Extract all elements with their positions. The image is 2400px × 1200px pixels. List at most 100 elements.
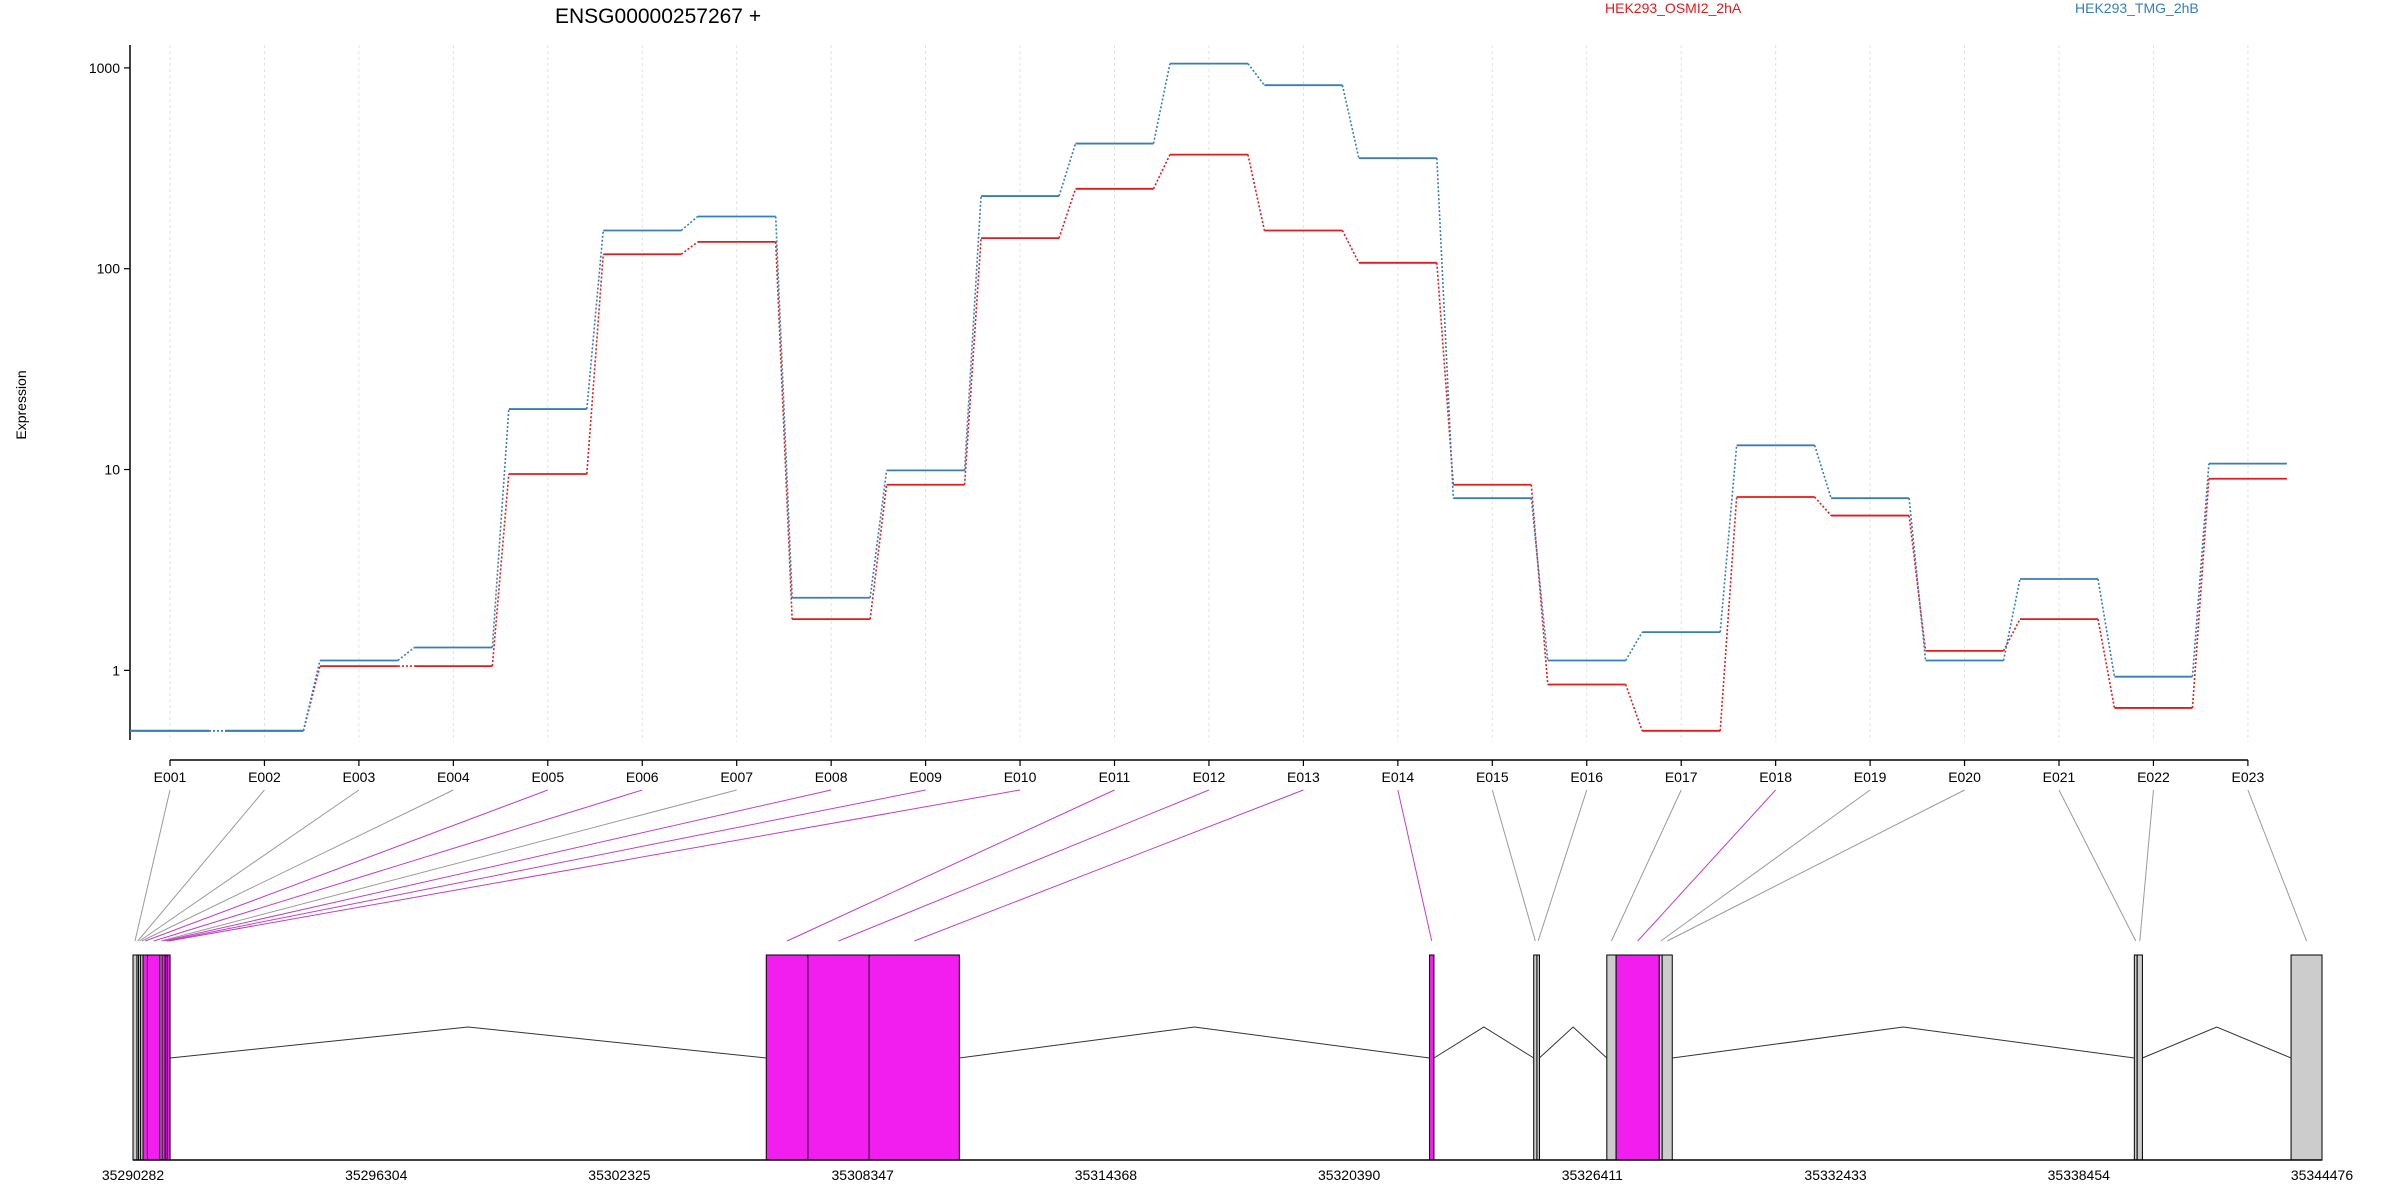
series-transition xyxy=(680,215,699,232)
x-tick-label-e001: E001 xyxy=(154,769,187,785)
series-transition xyxy=(1719,445,1738,633)
intron-line xyxy=(1672,1026,2135,1059)
exon-connector xyxy=(145,789,548,942)
x-tick-label-e005: E005 xyxy=(531,769,564,785)
series-transition xyxy=(680,241,699,255)
exon-connector xyxy=(838,789,1210,942)
x-tick-label-e019: E019 xyxy=(1854,769,1887,785)
series-transition xyxy=(869,484,888,620)
exon-box-e006 xyxy=(146,954,161,1161)
series-transition xyxy=(1341,230,1360,264)
intron-line xyxy=(170,1026,767,1059)
series-transition xyxy=(1813,445,1832,499)
exon-box-e020 xyxy=(1661,954,1673,1161)
series-transition xyxy=(2191,463,2210,677)
series-transition xyxy=(1058,143,1077,197)
exon-box-e005 xyxy=(142,954,148,1161)
series-transition xyxy=(774,241,793,620)
exon-connector xyxy=(1666,789,1965,942)
series-transition xyxy=(963,238,982,485)
exon-connector xyxy=(2139,789,2154,942)
series-transition xyxy=(491,409,510,648)
exon-connector xyxy=(1611,789,1682,942)
exon-connector xyxy=(141,789,454,942)
series-transition xyxy=(963,196,982,471)
x-tick-label-e010: E010 xyxy=(1004,769,1037,785)
exon-box-e018 xyxy=(1615,954,1660,1161)
series-transition xyxy=(586,254,605,475)
exon-box-e017 xyxy=(1606,954,1617,1161)
x-tick-label-e014: E014 xyxy=(1381,769,1414,785)
coordinate-tick-label: 35302325 xyxy=(588,1167,651,1183)
intron-line xyxy=(959,1026,1430,1059)
x-tick-label-e013: E013 xyxy=(1287,769,1320,785)
coordinate-tick-label: 35290282 xyxy=(102,1167,165,1183)
series-transition xyxy=(1719,496,1738,731)
x-tick-label-e003: E003 xyxy=(343,769,376,785)
gene-model-track: 35290282 35296304 35302325 35308347 35314368… xyxy=(102,954,2353,1183)
y-tick-label: 1000 xyxy=(89,60,120,76)
coordinate-tick-label: 35326411 xyxy=(1562,1167,1623,1183)
x-tick-label-e016: E016 xyxy=(1570,769,1603,785)
x-tick-label-e015: E015 xyxy=(1476,769,1509,785)
exon-connector xyxy=(137,789,265,942)
series-transition xyxy=(1625,631,1643,661)
legend-entry-tmg: HEK293_TMG_2hB xyxy=(2075,0,2199,16)
series-transition xyxy=(1530,498,1549,661)
intron-line xyxy=(2142,1026,2292,1059)
coordinate-tick-label: 35296304 xyxy=(345,1167,408,1183)
coordinate-tick-label: 35314368 xyxy=(1075,1167,1138,1183)
exon-connector xyxy=(1537,789,1588,942)
x-tick-label-e004: E004 xyxy=(437,769,470,785)
intron-line xyxy=(1433,1026,1534,1059)
intron-line xyxy=(1539,1026,1608,1059)
series-transition xyxy=(1247,154,1266,231)
y-axis-label: Expression xyxy=(13,370,29,439)
legend-entry-osmi2: HEK293_OSMI2_2hA xyxy=(1605,0,1742,16)
coordinate-tick-label: 35308347 xyxy=(832,1167,895,1183)
series-transition xyxy=(302,660,321,731)
x-tick-label-e006: E006 xyxy=(626,769,659,785)
series-transition xyxy=(1247,63,1266,86)
exon-box-e010 xyxy=(166,954,171,1161)
x-tick-label-e011: E011 xyxy=(1099,769,1131,785)
series-transition xyxy=(774,216,793,598)
coordinate-tick-label: 35332433 xyxy=(1804,1167,1867,1183)
series-transition xyxy=(2002,578,2021,661)
series-transition xyxy=(869,470,888,598)
series-transition xyxy=(586,230,605,410)
exon-box-e022 xyxy=(2136,954,2143,1161)
series-transition xyxy=(1624,684,1643,732)
series-lines xyxy=(130,62,2287,732)
series-transition xyxy=(397,646,415,662)
exon-connector xyxy=(1397,789,1433,942)
x-tick-label-e023: E023 xyxy=(2232,769,2265,785)
series-transition xyxy=(1908,498,1927,661)
exon-connector xyxy=(1660,789,1871,942)
exon-box-e013 xyxy=(868,954,960,1161)
exon-box-e011 xyxy=(765,954,809,1161)
x-tick-label-e018: E018 xyxy=(1759,769,1792,785)
x-tick-label-e012: E012 xyxy=(1193,769,1226,785)
exon-box-e001 xyxy=(132,954,138,1161)
x-tick-label-e021: E021 xyxy=(2043,769,2076,785)
series-transition xyxy=(2097,618,2116,709)
series-transition xyxy=(1058,188,1077,239)
exon-connector-lines xyxy=(134,789,2307,942)
series-transition xyxy=(1152,154,1171,190)
exon-connector xyxy=(786,789,1115,942)
exon-connector xyxy=(2247,789,2307,942)
x-tick-label-e009: E009 xyxy=(909,769,942,785)
x-tick-label-e002: E002 xyxy=(248,769,281,785)
exon-connector xyxy=(2058,789,2137,942)
x-tick-label-e022: E022 xyxy=(2137,769,2170,785)
coordinate-tick-label: 35338454 xyxy=(2048,1167,2111,1183)
series-transition xyxy=(491,473,510,667)
x-tick-label-e008: E008 xyxy=(815,769,848,785)
y-tick-label: 100 xyxy=(97,261,121,277)
exon-connector xyxy=(914,789,1304,942)
x-tick-label-e020: E020 xyxy=(1948,769,1981,785)
exon-connector xyxy=(166,789,926,942)
exon-connector xyxy=(160,789,737,942)
exon-connector xyxy=(168,789,1021,942)
